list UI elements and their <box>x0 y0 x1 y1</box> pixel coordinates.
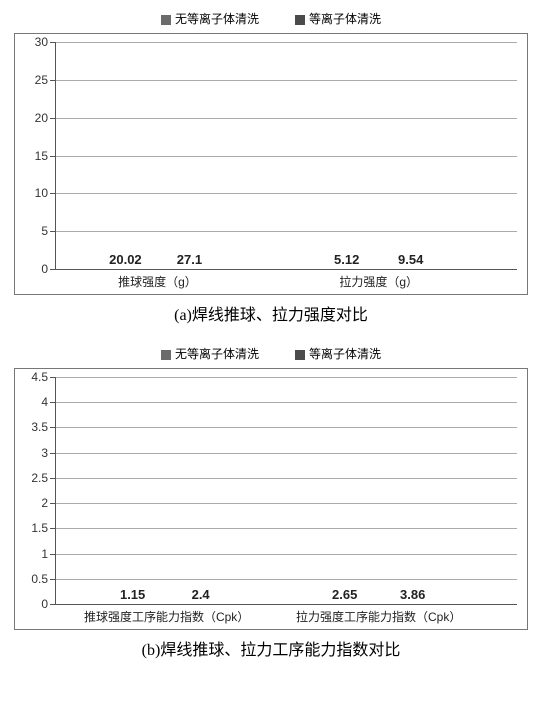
bar-value-label: 2.4 <box>192 587 210 602</box>
y-tick <box>50 554 56 555</box>
x-category-label: 拉力强度工序能力指数（Cpk） <box>296 608 461 625</box>
x-category-label: 推球强度（g） <box>118 273 197 290</box>
chart-frame: 0 5 10 15 20 25 30 20.02 27.1 推球强度（g） 5.12 9.54 拉力强度… <box>14 33 528 295</box>
legend-label: 等离子体清洗 <box>309 12 381 26</box>
bar-value-label: 2.65 <box>332 587 357 602</box>
gridline <box>56 427 517 428</box>
gridline <box>56 554 517 555</box>
y-tick <box>50 528 56 529</box>
y-tick <box>50 579 56 580</box>
gridline <box>56 231 517 232</box>
y-tick-label: 20 <box>35 111 48 125</box>
legend-swatch <box>161 15 171 25</box>
y-tick <box>50 231 56 232</box>
y-tick-label: 4 <box>41 395 48 409</box>
gridline <box>56 453 517 454</box>
y-tick-label: 25 <box>35 73 48 87</box>
y-tick-label: 4.5 <box>31 370 48 384</box>
legend-label: 等离子体清洗 <box>309 347 381 361</box>
charts-container: 无等离子体清洗等离子体清洗05101520253020.0227.1推球强度（g… <box>10 10 532 660</box>
y-tick <box>50 402 56 403</box>
y-tick <box>50 193 56 194</box>
chart-caption: (b)焊线推球、拉力工序能力指数对比 <box>10 636 532 660</box>
plot-area: 00.511.522.533.544.51.152.4推球强度工序能力指数（Cp… <box>55 377 517 605</box>
y-tick <box>50 503 56 504</box>
y-tick <box>50 269 56 270</box>
y-tick-label: 2 <box>41 496 48 510</box>
y-tick-label: 2.5 <box>31 471 48 485</box>
bar-value-label: 20.02 <box>109 252 142 267</box>
bar-value-label: 1.15 <box>120 587 145 602</box>
bar-value-label: 3.86 <box>400 587 425 602</box>
legend-swatch <box>295 350 305 360</box>
y-tick <box>50 118 56 119</box>
y-tick <box>50 453 56 454</box>
plot-area: 05101520253020.0227.1推球强度（g）5.129.54拉力强度… <box>55 42 517 270</box>
gridline <box>56 402 517 403</box>
y-tick <box>50 478 56 479</box>
y-tick-label: 5 <box>41 224 48 238</box>
bar-value-label: 27.1 <box>177 252 202 267</box>
gridline <box>56 118 517 119</box>
y-tick-label: 30 <box>35 35 48 49</box>
gridline <box>56 377 517 378</box>
y-tick-label: 0.5 <box>31 572 48 586</box>
gridline <box>56 579 517 580</box>
gridline <box>56 503 517 504</box>
bar-value-label: 9.54 <box>398 252 423 267</box>
x-category-label: 拉力强度（g） <box>339 273 418 290</box>
gridline <box>56 156 517 157</box>
y-tick-label: 0 <box>41 262 48 276</box>
y-tick-label: 15 <box>35 149 48 163</box>
y-tick-label: 1.5 <box>31 521 48 535</box>
y-tick <box>50 156 56 157</box>
legend-label: 无等离子体清洗 <box>175 347 259 361</box>
y-tick <box>50 604 56 605</box>
legend-label: 无等离子体清洗 <box>175 12 259 26</box>
legend-item-1: 等离子体清洗 <box>295 345 381 362</box>
gridline <box>56 528 517 529</box>
y-tick-label: 3.5 <box>31 420 48 434</box>
x-category-label: 推球强度工序能力指数（Cpk） <box>84 608 249 625</box>
gridline <box>56 80 517 81</box>
chart-block-1: 无等离子体清洗 等离子体清洗 0 0.5 1 1.5 2 2.5 3 3.5 4 4.5 1.15 2.4… <box>10 345 532 660</box>
chart-legend: 无等离子体清洗 等离子体清洗 <box>10 10 532 27</box>
y-tick <box>50 377 56 378</box>
y-tick-label: 0 <box>41 597 48 611</box>
chart-caption: (a)焊线推球、拉力强度对比 <box>10 301 532 325</box>
legend-swatch <box>295 15 305 25</box>
chart-block-0: 无等离子体清洗 等离子体清洗 0 5 10 15 20 25 30 20.02 27.1 推球强度（g… <box>10 10 532 325</box>
legend-swatch <box>161 350 171 360</box>
gridline <box>56 42 517 43</box>
legend-item-0: 无等离子体清洗 <box>161 345 259 362</box>
legend-item-0: 无等离子体清洗 <box>161 10 259 27</box>
legend-item-1: 等离子体清洗 <box>295 10 381 27</box>
gridline <box>56 193 517 194</box>
y-tick-label: 3 <box>41 446 48 460</box>
chart-frame: 0 0.5 1 1.5 2 2.5 3 3.5 4 4.5 1.15 2.4 推球强度工序能力指数（Cp… <box>14 368 528 630</box>
y-tick-label: 10 <box>35 186 48 200</box>
gridline <box>56 478 517 479</box>
y-tick <box>50 42 56 43</box>
bar-value-label: 5.12 <box>334 252 359 267</box>
y-tick <box>50 80 56 81</box>
y-tick <box>50 427 56 428</box>
y-tick-label: 1 <box>41 547 48 561</box>
chart-legend: 无等离子体清洗 等离子体清洗 <box>10 345 532 362</box>
